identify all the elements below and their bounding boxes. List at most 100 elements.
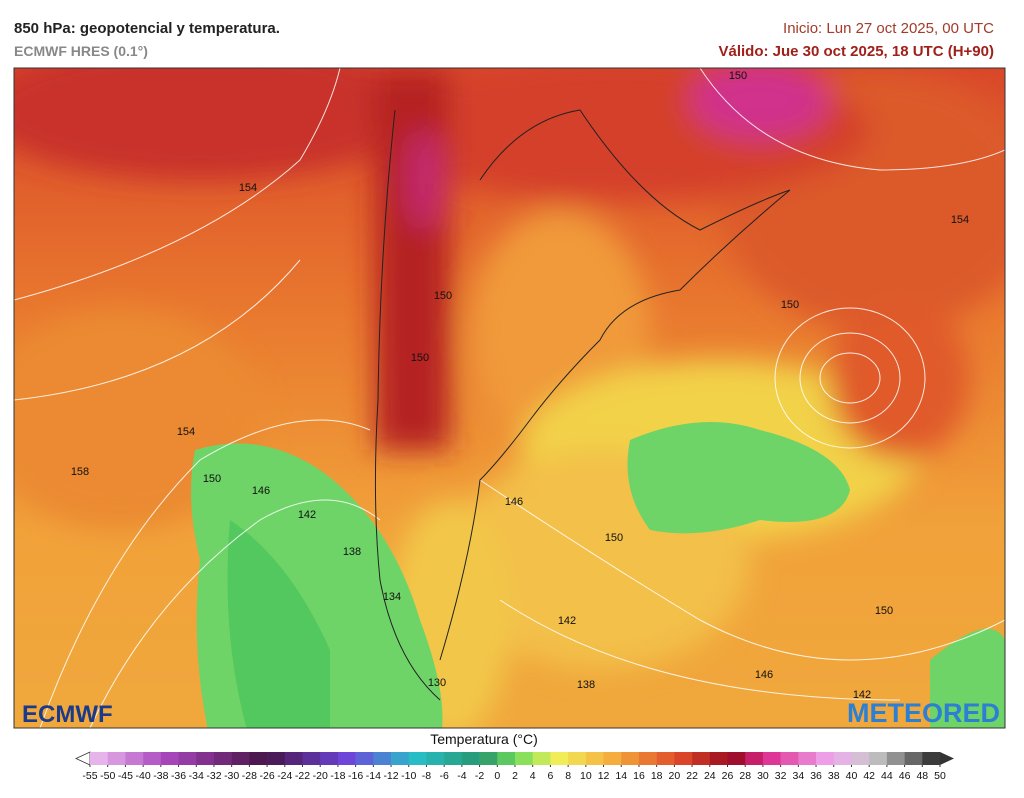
colorbar-label: 14: [615, 770, 627, 782]
colorbar-label: -4: [457, 770, 466, 782]
colorbar-label: -16: [348, 770, 363, 782]
colorbar-cell: [355, 752, 374, 765]
colorbar-cell: [550, 752, 569, 765]
colorbar-cell: [798, 752, 817, 765]
colorbar-label: 28: [739, 770, 751, 782]
colorbar-cell: [886, 752, 905, 765]
contour-label: 130: [428, 677, 446, 689]
colorbar-label: -12: [383, 770, 398, 782]
contour-label: 150: [875, 605, 893, 617]
colorbar-label: -8: [422, 770, 431, 782]
colorbar-cell: [444, 752, 463, 765]
colorbar-label: -32: [206, 770, 221, 782]
colorbar-label: 46: [899, 770, 911, 782]
contour-label: 142: [298, 509, 316, 521]
colorbar-label: -30: [224, 770, 239, 782]
colorbar-end: [75, 751, 91, 766]
colorbar-cell: [745, 752, 764, 765]
colorbar-label: -55: [82, 770, 97, 782]
colorbar-label: 40: [846, 770, 858, 782]
colorbar-cell: [780, 752, 799, 765]
colorbar-cell: [426, 752, 445, 765]
colorbar-cell: [585, 752, 604, 765]
colorbar-label: 12: [598, 770, 610, 782]
contour-label: 150: [203, 473, 221, 485]
colorbar-label: 0: [494, 770, 500, 782]
colorbar-cell: [178, 752, 197, 765]
colorbar-cell: [249, 752, 268, 765]
colorbar-cell: [213, 752, 232, 765]
colorbar-cell: [90, 752, 109, 765]
colorbar-cell: [621, 752, 640, 765]
colorbar-cell: [267, 752, 286, 765]
colorbar-cell: [337, 752, 356, 765]
colorbar-cell: [727, 752, 746, 765]
colorbar-cell: [603, 752, 622, 765]
colorbar-cell: [320, 752, 339, 765]
colorbar-label: 10: [580, 770, 592, 782]
colorbar-cell: [284, 752, 303, 765]
colorbar-cell: [373, 752, 392, 765]
colorbar-label: -36: [171, 770, 186, 782]
colorbar-label: -38: [153, 770, 168, 782]
contour-label: 146: [755, 669, 773, 681]
colorbar-cell: [816, 752, 835, 765]
contour-label: 154: [239, 182, 257, 194]
colorbar-end: [940, 752, 954, 765]
colorbar-label: -2: [475, 770, 484, 782]
colorbar-label: 50: [934, 770, 946, 782]
colorbar-label: 24: [704, 770, 716, 782]
colorbar-label: -6: [439, 770, 448, 782]
meteored-logo: METEORED: [847, 698, 1000, 728]
contour-label: 138: [577, 679, 595, 691]
contour-label: 150: [781, 299, 799, 311]
colorbar-label: 42: [863, 770, 875, 782]
contour-label: 150: [729, 70, 747, 82]
colorbar-label: -40: [136, 770, 151, 782]
colorbar-label: -34: [189, 770, 204, 782]
init-time: Inicio: Lun 27 oct 2025, 00 UTC: [783, 20, 994, 37]
colorbar-cell: [532, 752, 551, 765]
colorbar-cell: [638, 752, 657, 765]
colorbar-cell: [656, 752, 675, 765]
colorbar-label: 36: [810, 770, 822, 782]
colorbar-cell: [391, 752, 410, 765]
colorbar-label: -28: [242, 770, 257, 782]
colorbar-cell: [107, 752, 126, 765]
colorbar-label: -14: [366, 770, 381, 782]
ecmwf-logo: ECMWF: [22, 701, 113, 728]
colorbar-cell: [762, 752, 781, 765]
colorbar-cell: [692, 752, 711, 765]
contour-label: 150: [605, 532, 623, 544]
colorbar-label: 26: [722, 770, 734, 782]
colorbar-cell: [674, 752, 693, 765]
colorbar-label: 30: [757, 770, 769, 782]
colorbar-cell: [497, 752, 516, 765]
colorbar-label: -45: [118, 770, 133, 782]
contour-label: 134: [383, 591, 401, 603]
legend-title: Temperatura (°C): [430, 731, 538, 747]
contour-label: 138: [343, 546, 361, 558]
contour-label: 154: [177, 426, 195, 438]
colorbar-label: 44: [881, 770, 893, 782]
colorbar: -55 -50 -45 -40 -38 -36 -34 -32 -30 -28 -26 -24 -22-…: [75, 751, 954, 782]
colorbar-label: 48: [916, 770, 928, 782]
colorbar-cell: [515, 752, 534, 765]
contour-label: 150: [434, 290, 452, 302]
colorbar-cell: [869, 752, 888, 765]
contour-label: 154: [951, 214, 969, 226]
colorbar-label: 2: [512, 770, 518, 782]
colorbar-cell: [461, 752, 480, 765]
colorbar-label: 20: [669, 770, 681, 782]
colorbar-label: 8: [565, 770, 571, 782]
colorbar-label: 34: [792, 770, 804, 782]
contour-label: 150: [411, 352, 429, 364]
colorbar-label: -24: [277, 770, 292, 782]
contour-label: 142: [853, 689, 871, 701]
colorbar-cell: [231, 752, 250, 765]
colorbar-label: -50: [100, 770, 115, 782]
colorbar-cell: [709, 752, 728, 765]
colorbar-label: -18: [330, 770, 345, 782]
colorbar-cell: [143, 752, 162, 765]
